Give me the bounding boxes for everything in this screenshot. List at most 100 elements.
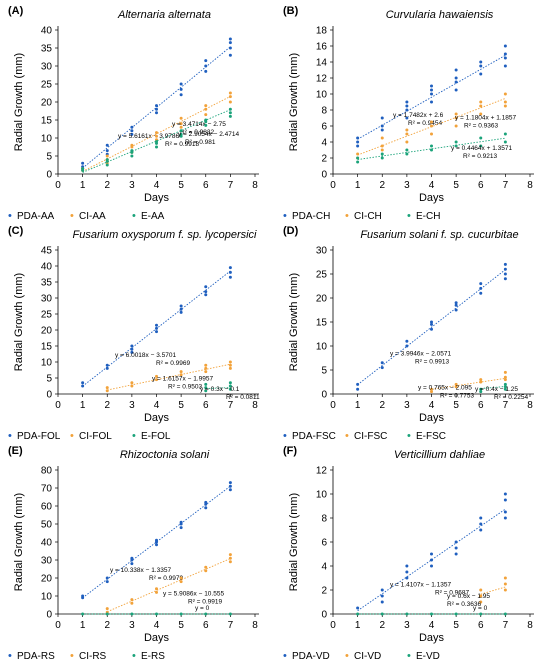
legend-label: PDA-CH (292, 211, 330, 222)
data-point (155, 612, 158, 616)
data-point (130, 350, 134, 354)
x-tick-label: 1 (80, 620, 86, 631)
data-point (503, 132, 507, 136)
data-point (454, 88, 458, 92)
data-point (105, 389, 109, 393)
data-point (430, 92, 433, 96)
x-axis-label: Days (419, 632, 445, 644)
data-point (503, 612, 507, 616)
legend-marker: • (407, 210, 411, 222)
data-point (228, 381, 232, 385)
y-tick-label: 10 (316, 90, 328, 101)
x-tick-label: 3 (404, 400, 410, 411)
data-point (380, 148, 384, 152)
trend-r2: R² = 0.9832 (180, 129, 215, 136)
trendline (480, 586, 506, 595)
trend-equation: y = 0 (473, 605, 488, 612)
data-point (228, 560, 232, 564)
data-point (204, 386, 208, 390)
data-point (503, 510, 507, 514)
data-point (130, 129, 134, 133)
trend-equation: y = 3.4714x − 2.75 (172, 121, 226, 128)
chart-panel: (C) Fusarium oxysporum f. sp. lycopersici… (8, 225, 260, 442)
x-tick-label: 7 (228, 180, 234, 191)
y-tick-label: 4 (321, 138, 327, 149)
data-point (105, 163, 109, 167)
y-tick-label: 6 (321, 538, 327, 549)
data-point (479, 100, 483, 104)
legend-marker: • (345, 210, 349, 222)
data-point (179, 520, 183, 524)
data-point (130, 381, 134, 385)
legend-label: E-CH (416, 211, 440, 222)
data-point (454, 76, 458, 80)
data-point (430, 100, 433, 104)
chart-panel: (E) Rhizoctonia solani 0 10 20 30 40 50 60 70 80 0 1… (8, 445, 259, 662)
trend-r2: R² = 0.7753 (440, 392, 475, 399)
data-point (179, 93, 183, 97)
x-tick-label: 5 (453, 180, 459, 191)
data-point (479, 136, 483, 140)
trend-equation: y = 6.0018x − 3.5701 (115, 352, 176, 359)
data-point (155, 111, 158, 115)
data-point (405, 576, 409, 580)
y-tick-label: 80 (41, 466, 53, 477)
trendline (480, 386, 506, 389)
y-tick-label: 70 (41, 484, 53, 495)
y-tick-label: 5 (321, 366, 327, 377)
legend-marker: • (8, 650, 12, 662)
data-point (105, 149, 109, 153)
data-point (479, 522, 483, 526)
chart-title: Verticillium dahliae (394, 449, 485, 461)
y-tick-label: 8 (321, 106, 327, 117)
legend-marker: • (8, 210, 12, 222)
y-tick-label: 20 (41, 574, 53, 585)
legend-label: PDA-RS (17, 651, 55, 662)
trendline (205, 387, 231, 390)
data-point (405, 104, 409, 108)
data-point (179, 129, 183, 133)
trend-equation: y = 0.6x − 1.95 (447, 593, 490, 600)
data-point (380, 588, 384, 592)
data-point (204, 382, 208, 386)
y-tick-label: 12 (316, 74, 328, 85)
data-point (228, 384, 232, 388)
y-tick-label: 4 (321, 562, 327, 573)
data-point (130, 562, 134, 566)
data-point (155, 374, 158, 378)
data-point (105, 143, 109, 147)
data-point (479, 380, 483, 384)
legend-marker: • (283, 430, 287, 442)
data-point (155, 538, 158, 542)
data-point (380, 136, 384, 140)
data-point (130, 601, 134, 605)
data-point (454, 112, 458, 116)
data-point (405, 100, 409, 104)
data-point (454, 144, 458, 148)
panel-label: (B) (283, 5, 299, 17)
data-point (503, 277, 507, 281)
chart-title: Curvularia hawaiensis (386, 9, 494, 21)
data-point (479, 387, 483, 391)
data-point (204, 69, 208, 73)
data-point (479, 594, 483, 598)
data-point (503, 492, 507, 496)
data-point (105, 366, 109, 370)
data-point (430, 88, 433, 92)
data-point (155, 543, 158, 547)
data-point (81, 384, 85, 388)
data-point (155, 145, 158, 149)
data-point (130, 598, 134, 602)
y-tick-label: 35 (41, 278, 53, 289)
legend-marker: • (407, 430, 411, 442)
data-point (204, 565, 208, 569)
x-tick-label: 7 (503, 620, 509, 631)
trend-equation: y = 0.3x − 0.1 (200, 386, 240, 393)
data-point (204, 389, 208, 393)
legend-label: CI-RS (79, 651, 107, 662)
data-point (228, 556, 232, 560)
data-point (503, 588, 507, 592)
trend-equation: y = 10.338x − 1.3357 (110, 567, 171, 574)
data-point (405, 116, 409, 120)
